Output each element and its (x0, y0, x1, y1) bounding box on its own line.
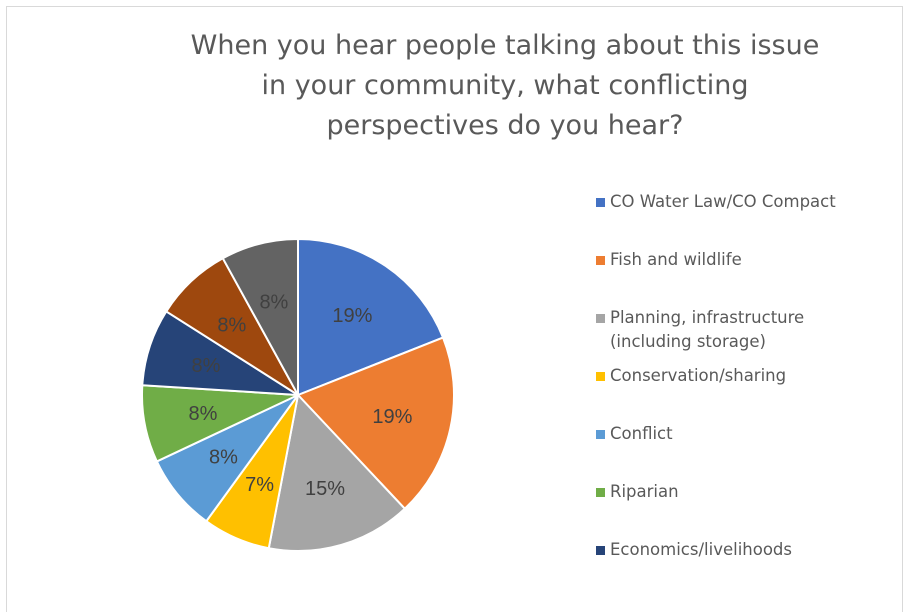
pie-slice-1 (297, 237, 445, 397)
chart-area (6, 6, 903, 612)
legend-item-conservation-sharing: Conservation/sharing (596, 364, 896, 388)
pie-slice-9 (221, 237, 299, 396)
pie-data-label-7: 8% (192, 355, 221, 377)
legend-label: Fish and wildlife (610, 250, 742, 269)
legend-label: Riparian (610, 482, 679, 501)
chart-title: When you hear people talking about this … (140, 26, 870, 146)
legend-swatch (596, 314, 605, 323)
legend-item-economics-livelihoods: Economics/livelihoods (596, 538, 896, 562)
legend-swatch (596, 430, 605, 439)
pie-data-label-8: 8% (217, 315, 246, 337)
legend-item-planning-infrastructure: Planning, infrastructure (including stor… (596, 306, 896, 354)
chart-title-line-2: in your community, what conflicting (261, 70, 749, 101)
legend-label: Economics/livelihoods (610, 540, 792, 559)
legend-label: Planning, infrastructure (610, 308, 805, 327)
pie-data-label-6: 8% (189, 403, 218, 425)
pie-slice-2 (296, 336, 455, 511)
pie-data-label-1: 19% (332, 305, 372, 327)
legend-swatch (596, 256, 605, 265)
legend-swatch (596, 488, 605, 497)
legend-item-conflict: Conflict (596, 422, 896, 446)
legend-label: Conservation/sharing (610, 366, 787, 385)
pie-data-label-5: 8% (209, 447, 238, 469)
legend-item-fish-and-wildlife: Fish and wildlife (596, 248, 896, 272)
pie-data-label-3: 15% (305, 478, 345, 500)
pie-data-label-9: 8% (259, 291, 288, 313)
legend-swatch (596, 546, 605, 555)
legend-item-riparian: Riparian (596, 480, 896, 504)
pie-slice-3 (267, 392, 407, 553)
legend-swatch (596, 198, 605, 207)
legend-item-co-water-law: CO Water Law/CO Compact (596, 190, 896, 214)
legend-swatch (596, 372, 605, 381)
legend-label: Conflict (610, 424, 673, 443)
chart-title-line-1: When you hear people talking about this … (190, 30, 820, 61)
pie-data-label-4: 7% (245, 474, 274, 496)
legend-label-line-2: (including storage) (610, 332, 766, 351)
pie-data-label-2: 19% (372, 406, 412, 428)
legend-label: CO Water Law/CO Compact (610, 192, 836, 211)
chart-title-line-3: perspectives do you hear? (326, 110, 684, 141)
